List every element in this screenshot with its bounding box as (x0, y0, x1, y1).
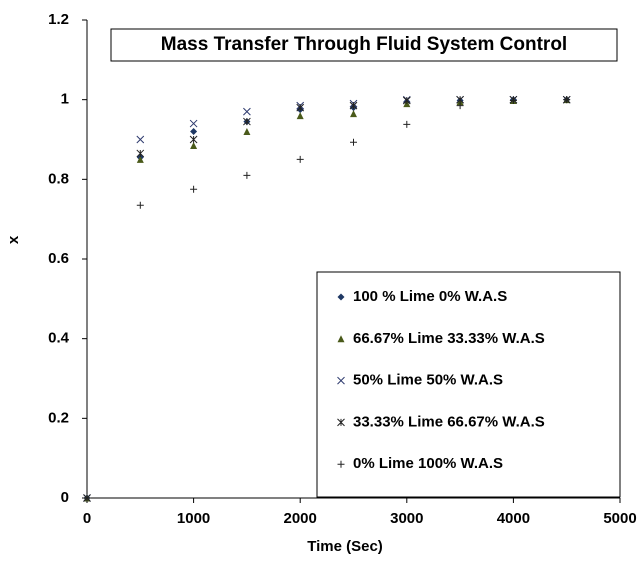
point (136, 155, 144, 163)
point (350, 110, 357, 118)
point (296, 103, 305, 112)
point (243, 171, 251, 179)
x-tick-label: 5000 (603, 510, 636, 527)
point (190, 128, 198, 136)
legend-label: 50% Lime 50% W.A.S (353, 372, 503, 389)
y-tick-label: 0.2 (48, 409, 69, 426)
point (456, 102, 464, 110)
legend-marker (337, 460, 345, 468)
y-tick-label: 0.4 (48, 330, 70, 347)
point (563, 96, 571, 104)
x-tick-label: 4000 (497, 510, 530, 527)
x-tick-label: 3000 (390, 510, 423, 527)
point (189, 135, 198, 144)
point (243, 117, 251, 126)
legend-box (316, 271, 621, 498)
y-tick-label: 1.2 (48, 11, 69, 28)
y-tick-label: 0.8 (48, 170, 69, 187)
legend-label: 66.67% Lime 33.33% W.A.S (353, 330, 545, 347)
point (136, 135, 145, 144)
point (296, 155, 304, 163)
point (136, 201, 144, 209)
point (402, 96, 411, 105)
chart-title: Mass Transfer Through Fluid System Contr… (161, 34, 567, 55)
point (190, 141, 198, 149)
title-box (110, 28, 618, 62)
y-tick-label: 0 (61, 489, 69, 506)
point (456, 95, 464, 104)
x-tick-label: 2000 (284, 510, 317, 527)
legend-marker (337, 418, 345, 427)
point (403, 120, 411, 128)
point (296, 112, 304, 120)
legend-marker (337, 335, 345, 343)
y-tick-label: 1 (61, 91, 69, 108)
y-tick-label: 0.6 (48, 250, 69, 267)
point (189, 119, 198, 128)
point (509, 96, 517, 104)
point (243, 128, 251, 136)
x-axis-label: Time (Sec) (307, 538, 383, 555)
point (349, 101, 358, 110)
y-axis-label: x (5, 235, 22, 244)
legend-label: 100 % Lime 0% W.A.S (353, 288, 507, 305)
x-tick-label: 0 (83, 510, 91, 527)
point (136, 149, 145, 158)
legend-label: 33.33% Lime 66.67% W.A.S (353, 413, 545, 430)
point (190, 185, 198, 193)
point (350, 138, 357, 146)
legend-label: 0% Lime 100% W.A.S (353, 455, 503, 472)
legend-marker (337, 376, 345, 385)
x-tick-label: 1000 (177, 510, 210, 527)
legend-marker (337, 293, 345, 301)
point (243, 107, 251, 116)
point (83, 494, 91, 502)
